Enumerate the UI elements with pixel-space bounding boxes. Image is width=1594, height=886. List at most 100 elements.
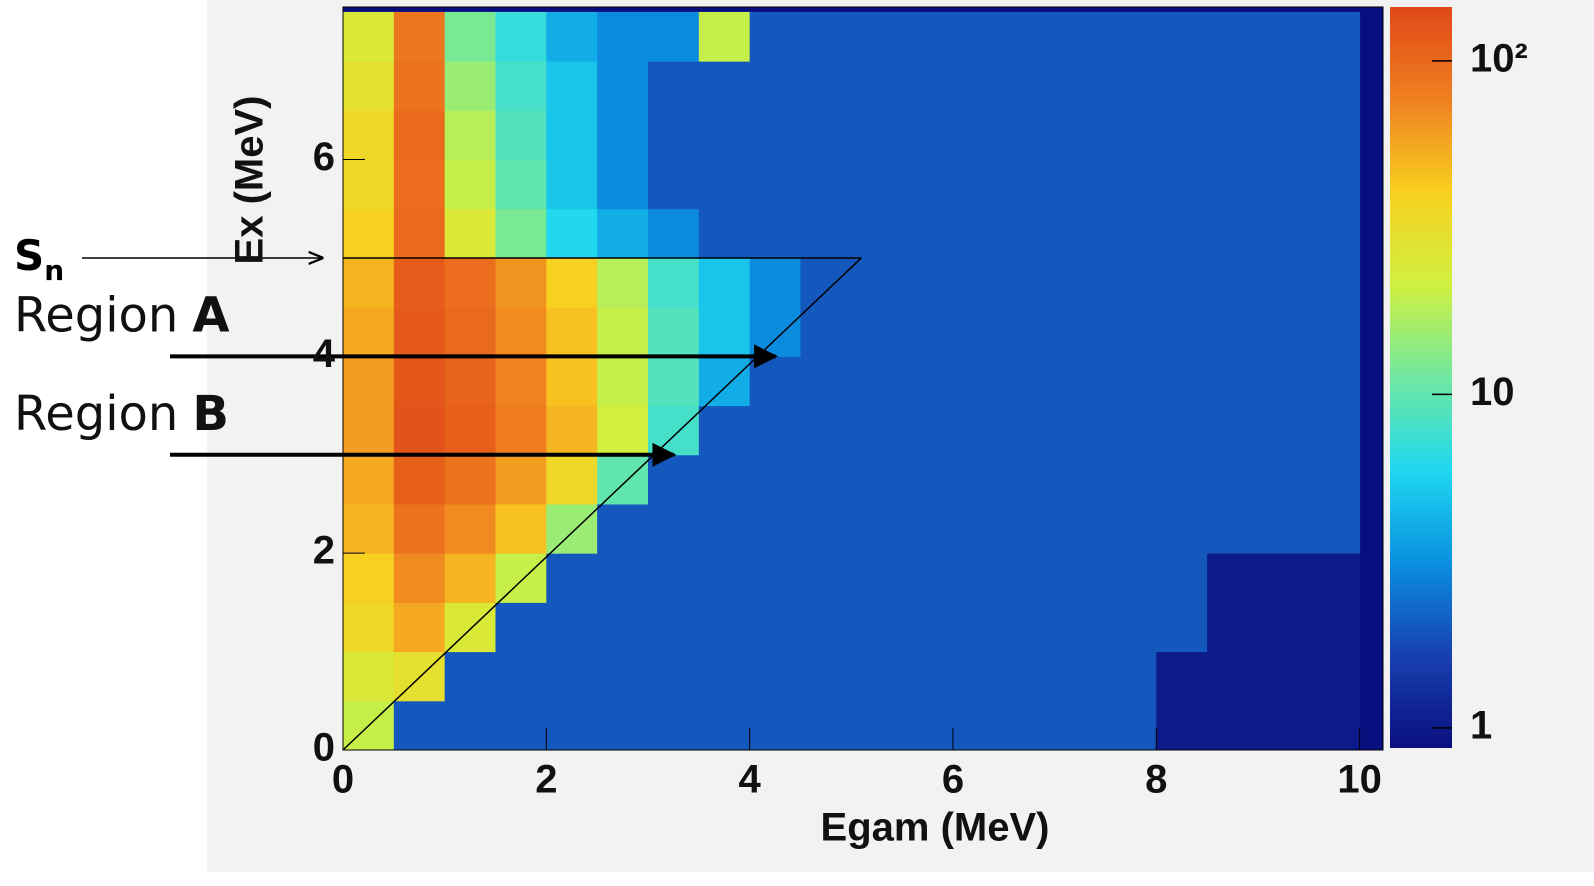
heatmap-cell [800, 208, 852, 259]
heatmap-cell [1257, 405, 1310, 456]
heatmap-cell [1054, 257, 1106, 308]
heatmap-cell [1105, 11, 1157, 62]
heatmap-cell [1156, 700, 1208, 751]
heatmap-cell [1054, 553, 1106, 603]
heatmap-cell [343, 503, 395, 554]
heatmap-cell [1054, 110, 1106, 161]
heatmap-cell [952, 356, 1005, 407]
heatmap-cell [851, 602, 903, 653]
heatmap-cell [1054, 651, 1106, 702]
heatmap-cell [1054, 405, 1106, 456]
heatmap-cell [597, 307, 649, 357]
heatmap-cell [952, 208, 1005, 259]
heatmap-cell [1156, 503, 1208, 554]
heatmap-cell [698, 405, 751, 456]
heatmap-cell [1207, 208, 1259, 259]
heatmap-cell [952, 159, 1005, 210]
heatmap-cell [749, 700, 801, 751]
heatmap-cell [1105, 405, 1157, 456]
heatmap-cell [495, 454, 547, 505]
heatmap-cell [393, 405, 446, 456]
heatmap-cell [495, 257, 547, 308]
heatmap-cell [1156, 208, 1208, 259]
heatmap-cell [1105, 61, 1157, 111]
heatmap-cell [1308, 454, 1361, 505]
x-tick-label: 8 [1145, 758, 1167, 802]
heatmap-cell [444, 11, 496, 62]
heatmap-cell [851, 356, 903, 407]
heatmap-cell [698, 503, 751, 554]
heatmap-cell [800, 454, 852, 505]
heatmap-cell [749, 11, 801, 62]
heatmap-cell [1105, 503, 1157, 554]
heatmap-cell [647, 553, 700, 603]
heatmap-cell [444, 700, 496, 751]
heatmap-cell [851, 503, 903, 554]
heatmap-cell [343, 405, 395, 456]
heatmap-cell [952, 700, 1005, 751]
heatmap-cell [1308, 700, 1361, 751]
heatmap-cell [393, 61, 446, 111]
heatmap-cell [343, 356, 395, 407]
heatmap-cell [1054, 159, 1106, 210]
heatmap-cell [444, 602, 496, 653]
heatmap-cell [800, 651, 852, 702]
diagonal-line [342, 257, 862, 751]
heatmap-cell [444, 553, 496, 603]
heatmap-cell [647, 454, 700, 505]
heatmap-cell [546, 110, 598, 161]
heatmap-cell [495, 356, 547, 407]
heatmap-cell [902, 651, 954, 702]
heatmap-cell [1003, 208, 1056, 259]
heatmap-cell [698, 454, 751, 505]
region-text: Region [14, 287, 178, 343]
heatmap-cell [749, 159, 801, 210]
heatmap-cell [597, 405, 649, 456]
heatmap-cell [1207, 61, 1259, 111]
heatmap-cell [1308, 503, 1361, 554]
colorbar-tick-label: 10 [1470, 370, 1515, 414]
heatmap-cell [1308, 11, 1361, 62]
heatmap-cell [851, 11, 903, 62]
heatmap-cell [1257, 307, 1310, 357]
region-letter: B [192, 386, 229, 442]
heatmap-cell [1105, 110, 1157, 161]
heatmap-cell [393, 11, 446, 62]
heatmap-cell [647, 11, 700, 62]
heatmap-cell [1207, 553, 1259, 603]
heatmap-cell [1207, 651, 1259, 702]
heatmap-cell [1308, 208, 1361, 259]
heatmap-cell [698, 159, 751, 210]
heatmap-cell [1257, 208, 1310, 259]
heatmap-cell [1105, 602, 1157, 653]
heatmap-cell [952, 61, 1005, 111]
heatmap-cell [1257, 503, 1310, 554]
heatmap-cell [800, 159, 852, 210]
heatmap-cell [698, 208, 751, 259]
x-tick-label: 2 [535, 758, 557, 802]
heatmap-cell [1207, 110, 1259, 161]
heatmap-cell [698, 61, 751, 111]
heatmap-cell [546, 503, 598, 554]
heatmap-cell [749, 208, 801, 259]
heatmap-cell [597, 454, 649, 505]
y-tick-label: 2 [313, 529, 335, 573]
heatmap-cell [546, 61, 598, 111]
heatmap-cell [902, 602, 954, 653]
heatmap-cell [952, 503, 1005, 554]
heatmap-cell [749, 257, 801, 308]
heatmap-cell [1156, 405, 1208, 456]
heatmap-cell [952, 454, 1005, 505]
heatmap-cell [902, 208, 954, 259]
region-label: Region B [14, 386, 229, 442]
heatmap-cell [698, 257, 751, 308]
heatmap-cell [1054, 700, 1106, 751]
heatmap-cell [495, 405, 547, 456]
heatmap-cell [393, 208, 446, 259]
heatmap-cell [343, 651, 395, 702]
heatmap-cell [647, 257, 700, 308]
heatmap-cell [495, 208, 547, 259]
colorbar [1390, 7, 1452, 748]
